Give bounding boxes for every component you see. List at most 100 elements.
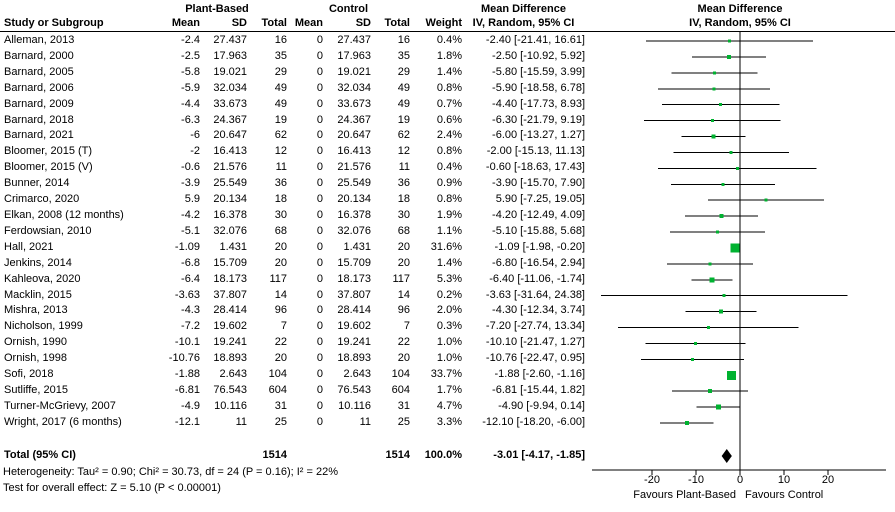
ci-text-cell: -6.80 [-16.54, 2.94]	[492, 256, 585, 269]
c-total-cell: 20	[397, 256, 410, 269]
c-mean-cell: 0	[316, 97, 323, 110]
ci-text-cell: -0.60 [-18.63, 17.43]	[485, 161, 585, 174]
pb-mean-cell: -4.9	[181, 399, 200, 412]
c-mean-cell: 0	[316, 49, 323, 62]
effect-marker	[712, 87, 716, 91]
pb-total-cell: 104	[268, 368, 287, 381]
table-row: Alleman, 2013 -2.4 27.437 16 0 27.437 16 0.4% -2…	[0, 33, 585, 49]
table-row: Crimarco, 2020 5.9 20.134 18 0 20.134 18 0.8% 5.…	[0, 192, 585, 208]
study-name-cell: Mishra, 2013	[4, 304, 68, 317]
ci-text-cell: -2.00 [-15.13, 11.13]	[486, 145, 585, 158]
column-header-ci: IV, Random, 95% CI	[472, 17, 575, 29]
ci-text-cell: -3.90 [-15.70, 7.90]	[492, 177, 585, 190]
c-mean-cell: 0	[316, 113, 323, 126]
table-row: Wright, 2017 (6 months) -12.1 11 25 0 11 25 3.3…	[0, 415, 585, 431]
weight-cell: 0.8%	[436, 193, 462, 206]
c-total-cell: 7	[403, 320, 410, 333]
ci-text-cell: -4.90 [-9.94, 0.14]	[498, 399, 585, 412]
pb-total-cell: 35	[274, 49, 287, 62]
axis-tick-label: 20	[821, 474, 835, 486]
pb-mean-cell: 5.9	[184, 193, 200, 206]
c-sd-cell: 32.076	[337, 224, 371, 237]
weight-cell: 1.7%	[436, 383, 462, 396]
table-row: Ornish, 1990 -10.1 19.241 22 0 19.241 22 1.0% -1…	[0, 335, 585, 351]
table-row: Bloomer, 2015 (T) -2 16.413 12 0 16.413 12 0.8%…	[0, 144, 585, 160]
table-row: Elkan, 2008 (12 months) -4.2 16.378 30 0 16.3…	[0, 208, 585, 224]
c-mean-cell: 0	[316, 240, 323, 253]
c-mean-cell: 0	[316, 34, 323, 46]
total-weight: 100.0%	[424, 449, 462, 461]
c-mean-cell: 0	[316, 193, 323, 206]
table-row: Sutliffe, 2015 -6.81 76.543 604 0 76.543 604 1.…	[0, 383, 585, 399]
column-header-pb-sd: SD	[231, 17, 247, 29]
effect-marker	[708, 262, 712, 266]
ci-text-cell: -10.76 [-22.47, 0.95]	[485, 352, 585, 365]
c-total-cell: 12	[397, 145, 410, 158]
c-mean-cell: 0	[316, 336, 323, 349]
pb-total-cell: 68	[274, 224, 287, 237]
pb-total-cell: 11	[275, 161, 287, 174]
pb-total-cell: 20	[274, 256, 287, 269]
pb-sd-cell: 15.709	[213, 256, 247, 269]
ci-text-cell: -10.10 [-21.47, 1.27]	[485, 336, 585, 349]
pb-total-cell: 7	[280, 320, 287, 333]
effect-marker	[719, 309, 724, 314]
c-mean-cell: 0	[316, 81, 323, 94]
c-sd-cell: 27.437	[337, 34, 371, 46]
pb-mean-cell: -5.1	[181, 224, 200, 237]
pb-mean-cell: -6.8	[181, 256, 200, 269]
study-name-cell: Hall, 2021	[4, 240, 54, 253]
table-row: Hall, 2021 -1.09 1.431 20 0 1.431 20 31.6% -1.09…	[0, 240, 585, 256]
effect-marker	[727, 39, 731, 43]
weight-cell: 0.8%	[436, 145, 462, 158]
c-total-cell: 104	[391, 368, 410, 381]
ci-text-cell: -2.40 [-21.41, 16.61]	[485, 34, 585, 46]
ci-text-cell: -3.63 [-31.64, 24.38]	[485, 288, 585, 301]
pb-sd-cell: 17.963	[213, 49, 247, 62]
weight-cell: 0.2%	[436, 288, 462, 301]
column-header-study: Study or Subgroup	[4, 17, 104, 29]
pb-mean-cell: -5.8	[181, 65, 200, 78]
pb-total-cell: 49	[274, 97, 287, 110]
column-header-c-mean: Mean	[294, 17, 323, 29]
pb-mean-cell: -0.6	[181, 161, 200, 174]
c-total-cell: 96	[397, 304, 410, 317]
pb-sd-cell: 24.367	[213, 113, 247, 126]
favours-right-label: Favours Control	[745, 489, 824, 501]
axis-tick-label: 10	[777, 474, 791, 486]
pb-total-cell: 18	[274, 193, 287, 206]
weight-cell: 1.8%	[436, 49, 462, 62]
c-mean-cell: 0	[316, 256, 323, 269]
overall-effect-stats: Test for overall effect: Z = 5.10 (P < 0…	[3, 482, 221, 494]
pb-sd-cell: 19.021	[213, 65, 247, 78]
c-sd-cell: 16.378	[337, 208, 371, 221]
c-sd-cell: 20.134	[337, 193, 371, 206]
pb-mean-cell: -7.2	[181, 320, 200, 333]
pb-mean-cell: -2.5	[181, 49, 200, 62]
weight-cell: 0.9%	[436, 177, 462, 190]
c-sd-cell: 19.602	[337, 320, 371, 333]
table-row: Macklin, 2015 -3.63 37.807 14 0 37.807 14 0.2% -…	[0, 288, 585, 304]
column-header-c-sd: SD	[355, 17, 371, 29]
effect-marker	[727, 370, 737, 380]
ci-text-cell: -6.81 [-15.44, 1.82]	[492, 383, 585, 396]
pb-sd-cell: 20.134	[213, 193, 247, 206]
ci-text-cell: -12.10 [-18.20, -6.00]	[482, 415, 585, 428]
c-total-cell: 20	[397, 352, 410, 365]
study-name-cell: Barnard, 2009	[4, 97, 74, 110]
pb-mean-cell: -3.63	[174, 288, 200, 301]
c-sd-cell: 10.116	[338, 399, 371, 412]
pb-sd-cell: 32.076	[213, 224, 247, 237]
axis-tick-label: -20	[644, 474, 660, 486]
axis-tick-label: -10	[688, 474, 704, 486]
pb-mean-cell: -4.3	[181, 304, 200, 317]
c-sd-cell: 19.021	[337, 65, 371, 78]
axis-tick-label: 0	[736, 474, 744, 486]
pb-total-cell: 96	[274, 304, 287, 317]
c-sd-cell: 76.543	[337, 383, 371, 396]
study-name-cell: Ferdowsian, 2010	[4, 224, 92, 237]
c-mean-cell: 0	[316, 415, 323, 428]
c-mean-cell: 0	[316, 177, 323, 190]
